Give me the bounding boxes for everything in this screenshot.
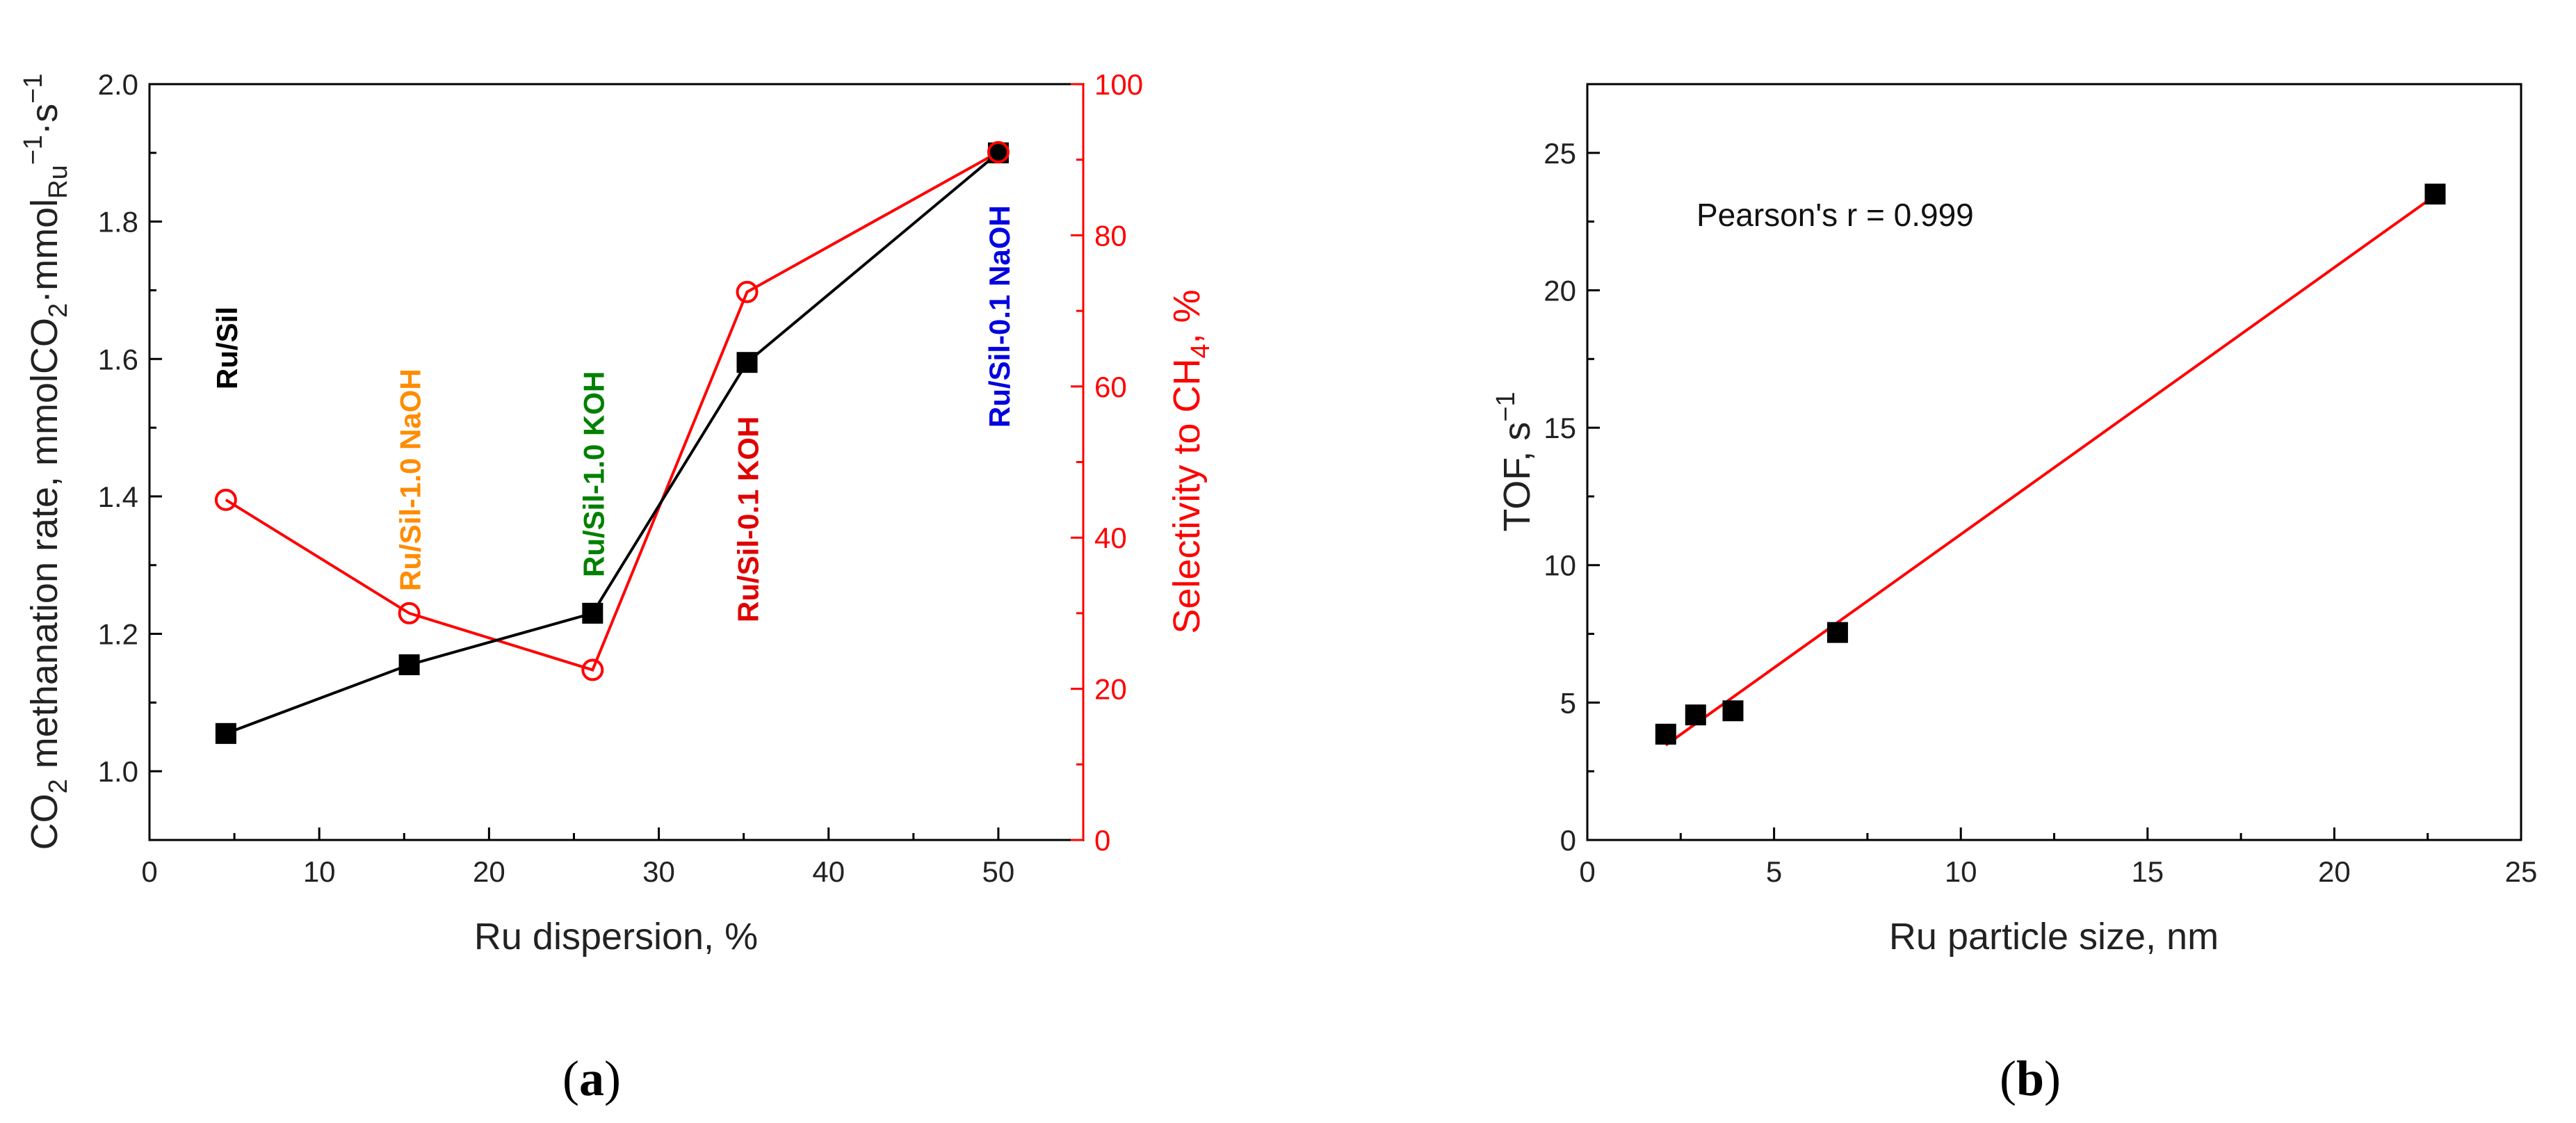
tof-point — [1722, 700, 1744, 722]
panel-b-x-tick-label: 5 — [1766, 855, 1782, 888]
panel-a-left-y-tick-label: 2.0 — [98, 68, 138, 101]
panel-a-right-y-tick-label: 60 — [1094, 371, 1127, 403]
panel-b-y-tick-label: 25 — [1544, 137, 1576, 170]
panel-a-ticks — [148, 83, 1083, 841]
sample-label: Ru/Sil-1.0 NaOH — [394, 369, 427, 591]
rate-point — [582, 602, 604, 624]
selectivity-point — [214, 488, 237, 511]
selectivity-point — [987, 140, 1010, 163]
panel-b-label: (b) — [2000, 1051, 2061, 1106]
panel-b-ticks — [1586, 83, 2522, 841]
panel-b-y-tick-label: 5 — [1560, 686, 1576, 719]
panel-a-tick-labels: 0 10 20 30 40 50 1.0 1.2 1.4 1.6 1.8 2.0 0 20 40 60 80 10… — [98, 68, 1143, 888]
panel-a-left-y-tick-label: 1.0 — [98, 755, 138, 788]
tof-point — [2424, 184, 2446, 205]
panel-a-x-tick-label: 50 — [982, 855, 1015, 888]
panel-a-chart: 0 10 20 30 40 50 1.0 1.2 1.4 1.6 1.8 2.0 0 20 40 60 80 10… — [19, 68, 1215, 1106]
panel-b-x-tick-label: 25 — [2505, 855, 2538, 888]
panel-a-right-y-axis-label: Selectivity to CH4, % — [1166, 289, 1215, 633]
panel-a-x-tick-label: 20 — [473, 855, 505, 888]
panel-a-right-y-tick-label: 40 — [1094, 522, 1127, 554]
panel-b-chart: 0 5 10 15 20 25 0 5 10 15 20 25 Pearson's r = 0.999… — [1491, 83, 2537, 1106]
panel-b-x-tick-label: 0 — [1579, 855, 1595, 888]
sample-label: Ru/Sil-1.0 KOH — [577, 371, 610, 577]
linear-fit-line — [1664, 194, 2436, 747]
panel-a-left-y-tick-label: 1.8 — [98, 206, 138, 239]
panel-b-y-axis-label: TOF, s−1 — [1491, 391, 1538, 531]
tof-point — [1826, 622, 1848, 643]
tof-point — [1685, 704, 1706, 726]
panel-b-x-tick-label: 10 — [1945, 855, 1977, 888]
panel-a-label: (a) — [562, 1051, 621, 1106]
panel-b-x-tick-label: 20 — [2318, 855, 2351, 888]
panel-a-x-tick-label: 0 — [141, 855, 157, 888]
panel-b-x-tick-label: 15 — [2131, 855, 2164, 888]
tof-point — [1655, 723, 1676, 745]
panel-b-series — [1655, 184, 2446, 747]
pearson-annotation: Pearson's r = 0.999 — [1696, 197, 1974, 233]
rate-point — [398, 654, 420, 676]
panel-a-x-axis-label: Ru dispersion, % — [474, 916, 758, 958]
panel-a-right-y-tick-label: 100 — [1094, 68, 1143, 101]
panel-b-x-axis-label: Ru particle size, nm — [1889, 916, 2219, 958]
selectivity-point — [398, 601, 421, 624]
sample-label: Ru/Sil — [211, 307, 243, 389]
rate-point — [215, 722, 236, 744]
selectivity-point — [736, 280, 759, 303]
rate-line — [225, 152, 1000, 735]
panel-b-y-tick-label: 10 — [1544, 549, 1576, 582]
panel-a-x-tick-label: 10 — [303, 855, 336, 888]
panel-a-x-tick-label: 30 — [642, 855, 675, 888]
sample-label: Ru/Sil-0.1 KOH — [732, 417, 765, 622]
panel-a-right-y-tick-label: 0 — [1094, 824, 1110, 857]
panel-b-y-tick-label: 0 — [1560, 824, 1576, 857]
panel-a-right-y-tick-label: 20 — [1094, 673, 1127, 706]
rate-point — [736, 352, 758, 373]
panel-a-series — [214, 140, 1010, 744]
sample-label: Ru/Sil-0.1 NaOH — [983, 205, 1016, 428]
panel-a-left-y-axis-label: CO2 methanation rate, mmolCO2·mmolRu−1·s… — [19, 74, 73, 850]
selectivity-line — [225, 151, 999, 672]
panel-b-y-tick-label: 20 — [1544, 274, 1576, 307]
panel-a-right-y-tick-label: 80 — [1094, 219, 1127, 252]
selectivity-point — [581, 659, 604, 681]
panel-a-left-y-tick-label: 1.2 — [98, 618, 138, 651]
panel-a-left-y-tick-label: 1.6 — [98, 343, 138, 375]
panel-a-x-tick-label: 40 — [812, 855, 845, 888]
panel-a-sample-labels: Ru/Sil Ru/Sil-1.0 NaOH Ru/Sil-1.0 KOH Ru/Si… — [211, 205, 1016, 622]
panel-b-y-tick-label: 15 — [1544, 412, 1576, 444]
panel-b-tick-labels: 0 5 10 15 20 25 0 5 10 15 20 25 — [1544, 137, 2537, 888]
panel-a-left-y-tick-label: 1.4 — [98, 480, 138, 513]
